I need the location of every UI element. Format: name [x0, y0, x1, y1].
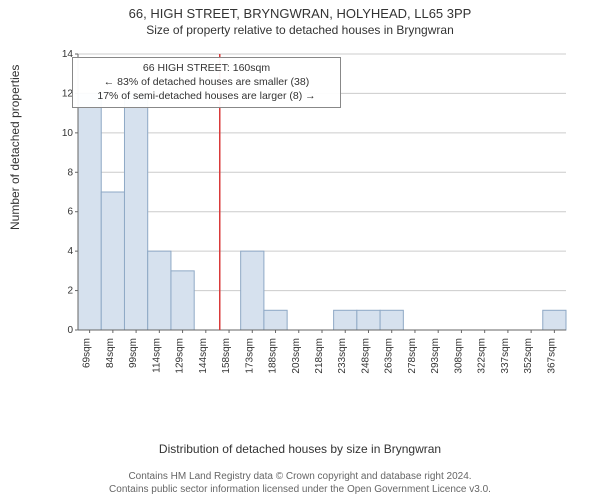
svg-text:158sqm: 158sqm	[221, 338, 232, 374]
svg-text:188sqm: 188sqm	[268, 338, 279, 374]
svg-text:278sqm: 278sqm	[407, 338, 418, 374]
chart-container: { "title": "66, HIGH STREET, BRYNGWRAN, …	[0, 0, 600, 500]
annotation-line-1: 66 HIGH STREET: 160sqm	[79, 61, 334, 75]
svg-text:203sqm: 203sqm	[291, 338, 302, 374]
svg-text:322sqm: 322sqm	[477, 338, 488, 374]
svg-text:6: 6	[67, 207, 73, 218]
svg-text:293sqm: 293sqm	[430, 338, 441, 374]
svg-text:173sqm: 173sqm	[244, 338, 255, 374]
svg-text:2: 2	[67, 286, 73, 297]
chart-footer: Contains HM Land Registry data © Crown c…	[0, 470, 600, 496]
footer-line-2: Contains public sector information licen…	[0, 483, 600, 496]
footer-line-1: Contains HM Land Registry data © Crown c…	[0, 470, 600, 483]
svg-text:263sqm: 263sqm	[384, 338, 395, 374]
svg-text:4: 4	[67, 246, 73, 257]
svg-text:367sqm: 367sqm	[546, 338, 557, 374]
annotation-line-3: 17% of semi-detached houses are larger (…	[79, 89, 334, 103]
y-axis-label: Number of detached properties	[8, 65, 22, 230]
svg-text:0: 0	[67, 325, 73, 336]
svg-text:337sqm: 337sqm	[500, 338, 511, 374]
chart-subtitle: Size of property relative to detached ho…	[0, 21, 600, 37]
annotation-box: 66 HIGH STREET: 160sqm ← 83% of detached…	[72, 57, 341, 108]
svg-text:129sqm: 129sqm	[175, 338, 186, 374]
svg-text:99sqm: 99sqm	[128, 338, 139, 368]
svg-text:144sqm: 144sqm	[198, 338, 209, 374]
annotation-line-2: ← 83% of detached houses are smaller (38…	[79, 75, 334, 89]
svg-text:114sqm: 114sqm	[151, 338, 162, 373]
svg-text:233sqm: 233sqm	[337, 338, 348, 374]
x-axis-label: Distribution of detached houses by size …	[0, 442, 600, 456]
svg-text:308sqm: 308sqm	[453, 338, 464, 374]
svg-text:84sqm: 84sqm	[105, 338, 116, 368]
chart-title: 66, HIGH STREET, BRYNGWRAN, HOLYHEAD, LL…	[0, 0, 600, 21]
svg-text:218sqm: 218sqm	[314, 338, 325, 374]
svg-text:248sqm: 248sqm	[360, 338, 371, 374]
svg-text:352sqm: 352sqm	[523, 338, 534, 374]
svg-text:8: 8	[67, 167, 73, 178]
svg-text:69sqm: 69sqm	[82, 338, 93, 368]
svg-text:10: 10	[62, 128, 74, 139]
